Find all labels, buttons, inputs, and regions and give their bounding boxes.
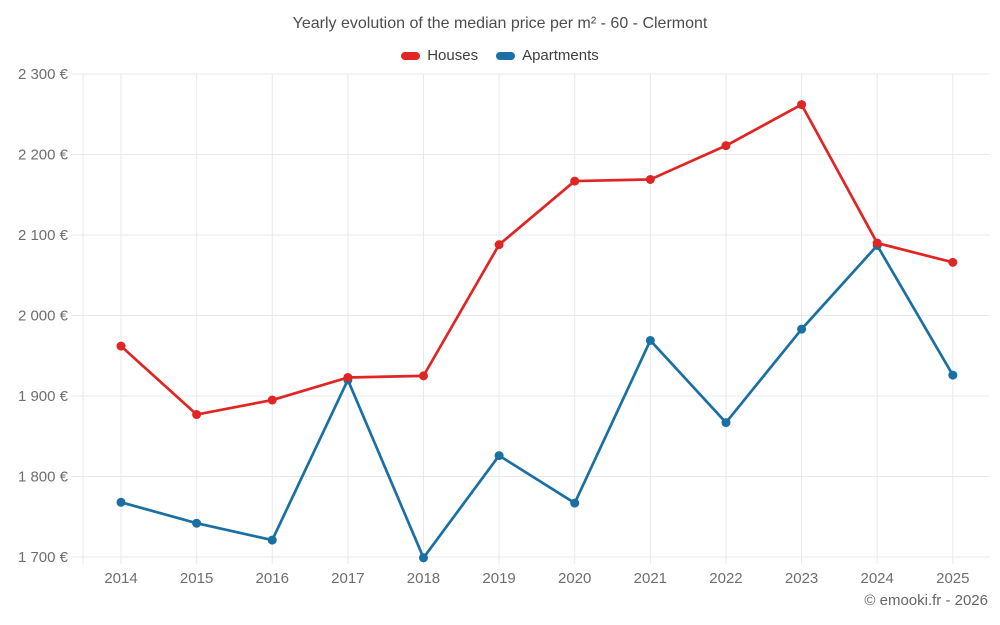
data-point-apartments-2022[interactable]: [721, 418, 731, 428]
data-point-houses-2025[interactable]: [948, 257, 958, 267]
data-point-apartments-2015[interactable]: [192, 518, 202, 528]
x-axis-tick-label: 2016: [256, 570, 289, 587]
x-axis-tick-label: 2024: [861, 570, 894, 587]
data-point-apartments-2018[interactable]: [418, 553, 428, 563]
chart-title: Yearly evolution of the median price per…: [292, 15, 708, 32]
x-axis-tick-label: 2017: [331, 570, 364, 587]
legend-swatch-houses: [401, 51, 421, 60]
data-point-houses-2018[interactable]: [418, 371, 428, 381]
legend-label-apartments: Apartments: [522, 47, 599, 64]
data-point-houses-2024[interactable]: [872, 238, 882, 248]
data-point-houses-2023[interactable]: [797, 100, 807, 110]
x-axis-tick-label: 2019: [482, 570, 515, 587]
x-axis-tick-label: 2018: [407, 570, 440, 587]
data-point-houses-2017[interactable]: [343, 372, 353, 382]
x-axis-tick-label: 2014: [104, 570, 137, 587]
x-axis-tick-label: 2022: [709, 570, 742, 587]
data-point-apartments-2014[interactable]: [116, 497, 126, 507]
legend-label-houses: Houses: [427, 47, 479, 64]
y-axis-tick-label: 1 700 €: [18, 549, 69, 566]
legend-item-apartments[interactable]: Apartments: [496, 47, 599, 64]
data-point-houses-2019[interactable]: [494, 240, 504, 250]
data-point-apartments-2025[interactable]: [948, 370, 958, 380]
data-point-houses-2021[interactable]: [645, 174, 655, 184]
data-point-houses-2020[interactable]: [570, 176, 580, 186]
copyright-text: © emooki.fr - 2026: [864, 592, 988, 609]
y-axis-tick-label: 2 300 €: [18, 66, 69, 83]
data-point-apartments-2021[interactable]: [645, 335, 655, 345]
y-axis-tick-label: 2 100 €: [18, 227, 69, 244]
data-point-apartments-2023[interactable]: [797, 324, 807, 334]
y-axis-tick-label: 1 900 €: [18, 388, 69, 405]
series-line-apartments: [119, 244, 955, 560]
data-point-houses-2014[interactable]: [116, 341, 126, 351]
data-point-apartments-2016[interactable]: [267, 535, 277, 545]
y-axis-tick-label: 2 200 €: [18, 147, 69, 164]
x-axis-tick-label: 2020: [558, 570, 591, 587]
x-axis-tick-label: 2015: [180, 570, 213, 587]
data-point-houses-2016[interactable]: [267, 395, 277, 405]
y-axis-tick-label: 2 000 €: [18, 308, 69, 325]
data-point-apartments-2019[interactable]: [494, 451, 504, 461]
data-point-houses-2015[interactable]: [192, 410, 202, 420]
legend-item-houses[interactable]: Houses: [401, 47, 478, 64]
legend-swatch-apartments: [496, 51, 516, 60]
series-line-houses: [119, 103, 955, 416]
data-point-houses-2022[interactable]: [721, 141, 731, 151]
x-axis-tick-label: 2025: [936, 570, 969, 587]
data-point-apartments-2020[interactable]: [570, 498, 580, 508]
x-axis-tick-label: 2021: [634, 570, 667, 587]
y-axis-tick-label: 1 800 €: [18, 469, 69, 486]
x-axis-tick-label: 2023: [785, 570, 818, 587]
legend: Houses Apartments: [0, 47, 1000, 64]
